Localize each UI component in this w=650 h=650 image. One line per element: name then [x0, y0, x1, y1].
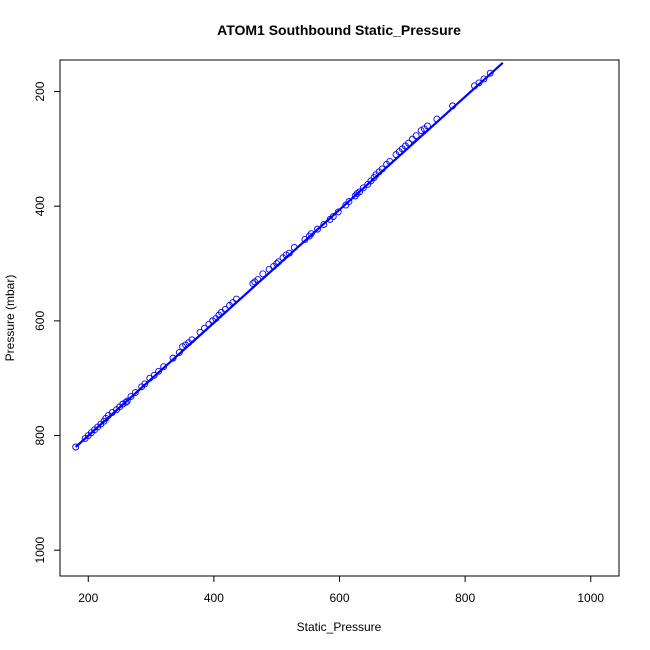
plot-frame — [59, 59, 620, 577]
data-point — [265, 265, 273, 273]
data-point — [141, 380, 149, 388]
data-point — [175, 348, 183, 356]
plot-area — [72, 62, 504, 451]
data-point — [486, 69, 494, 77]
y-tick-label: 400 — [33, 196, 47, 216]
data-point — [386, 158, 394, 165]
data-point — [201, 324, 208, 332]
data-point — [314, 225, 321, 233]
data-point — [433, 115, 441, 123]
y-axis-label: Pressure (mbar) — [3, 275, 17, 362]
data-point — [259, 270, 267, 278]
data-point — [334, 208, 342, 216]
data-point — [72, 443, 80, 451]
y-axis: 200 400 600 800 1000 — [33, 81, 61, 564]
data-point — [275, 258, 283, 266]
data-point — [169, 354, 177, 362]
y-tick-label: 800 — [33, 425, 47, 445]
data-point — [122, 398, 130, 406]
data-point — [233, 295, 240, 303]
data-point — [480, 75, 488, 83]
data-point — [127, 393, 135, 400]
data-point — [405, 139, 413, 147]
y-tick-label: 200 — [33, 81, 47, 101]
data-point — [378, 165, 386, 173]
data-point — [408, 135, 416, 143]
data-point — [131, 389, 139, 396]
data-point — [254, 276, 262, 284]
data-point — [285, 249, 293, 257]
x-axis: 200 400 600 800 1000 — [78, 575, 604, 605]
data-point — [307, 230, 315, 238]
x-tick-label: 1000 — [577, 591, 604, 605]
data-point — [290, 244, 298, 251]
data-point — [196, 328, 204, 336]
data-point — [329, 213, 337, 220]
data-point — [475, 79, 483, 87]
data-point — [155, 367, 163, 375]
x-tick-label: 800 — [455, 591, 475, 605]
data-point — [123, 397, 131, 405]
data-point — [249, 280, 257, 288]
y-tick-label: 600 — [33, 311, 47, 331]
data-point — [351, 192, 359, 200]
data-point — [150, 371, 158, 379]
data-point — [356, 188, 364, 196]
data-point — [449, 102, 457, 110]
x-tick-label: 600 — [329, 591, 349, 605]
data-point — [273, 260, 281, 267]
y-tick-label: 1000 — [33, 537, 47, 564]
x-tick-label: 400 — [204, 591, 224, 605]
data-point — [160, 363, 168, 371]
data-point — [301, 236, 309, 243]
plot-content — [72, 62, 504, 451]
data-point — [423, 122, 431, 130]
x-axis-label: Static_Pressure — [297, 620, 382, 634]
data-point — [320, 221, 328, 228]
data-point — [221, 305, 229, 313]
data-point — [188, 336, 196, 344]
data-point — [412, 132, 420, 140]
data-point — [305, 232, 313, 240]
data-point — [229, 299, 237, 306]
data-point — [345, 198, 353, 206]
data-point — [359, 184, 367, 192]
chart-title: ATOM1 Southbound Static_Pressure — [217, 22, 461, 38]
x-tick-label: 200 — [78, 591, 98, 605]
data-point — [205, 320, 213, 328]
